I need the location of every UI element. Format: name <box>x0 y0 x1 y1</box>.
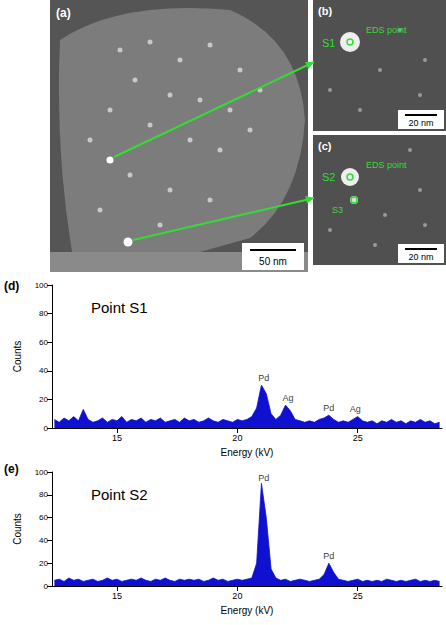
svg-text:Point S1: Point S1 <box>91 299 148 316</box>
svg-text:(b): (b) <box>318 5 332 17</box>
svg-text:EDS point: EDS point <box>366 25 407 35</box>
svg-text:0: 0 <box>44 424 49 433</box>
svg-text:EDS point: EDS point <box>366 160 407 170</box>
svg-text:25: 25 <box>353 433 363 443</box>
svg-text:Counts: Counts <box>12 513 23 545</box>
svg-text:Counts: Counts <box>12 341 23 373</box>
svg-text:Pd: Pd <box>258 373 269 383</box>
svg-text:Energy (kV): Energy (kV) <box>221 605 274 616</box>
html-text:(d): (d) <box>4 279 20 293</box>
svg-text:20: 20 <box>39 559 48 568</box>
svg-text:Pd: Pd <box>323 551 334 561</box>
svg-text:80: 80 <box>39 309 48 318</box>
svg-text:Energy (kV): Energy (kV) <box>221 447 274 458</box>
svg-text:60: 60 <box>39 338 48 347</box>
svg-text:Point S2: Point S2 <box>91 486 148 503</box>
svg-text:20: 20 <box>39 395 48 404</box>
svg-text:15: 15 <box>112 433 122 443</box>
svg-text:S1: S1 <box>322 37 335 49</box>
svg-text:100: 100 <box>35 468 49 477</box>
svg-text:(a): (a) <box>56 6 71 20</box>
svg-text:Ag: Ag <box>282 393 293 403</box>
svg-text:60: 60 <box>39 513 48 522</box>
svg-text:15: 15 <box>112 591 122 601</box>
svg-text:100: 100 <box>35 281 49 290</box>
svg-text:40: 40 <box>39 366 48 375</box>
svg-text:S3: S3 <box>332 205 343 215</box>
svg-text:20 nm: 20 nm <box>408 118 433 128</box>
svg-text:20 nm: 20 nm <box>408 252 433 262</box>
svg-text:50 nm: 50 nm <box>259 256 287 267</box>
svg-text:25: 25 <box>353 591 363 601</box>
svg-text:Pd: Pd <box>323 403 334 413</box>
svg-text:Pd: Pd <box>258 473 269 483</box>
svg-text:0: 0 <box>44 582 49 591</box>
svg-text:80: 80 <box>39 490 48 499</box>
svg-text:20: 20 <box>232 433 242 443</box>
html-text:(e): (e) <box>4 462 19 476</box>
svg-text:S2: S2 <box>322 171 335 183</box>
svg-text:40: 40 <box>39 536 48 545</box>
svg-text:Ag: Ag <box>350 404 361 414</box>
svg-text:20: 20 <box>232 591 242 601</box>
svg-text:(c): (c) <box>318 140 332 152</box>
